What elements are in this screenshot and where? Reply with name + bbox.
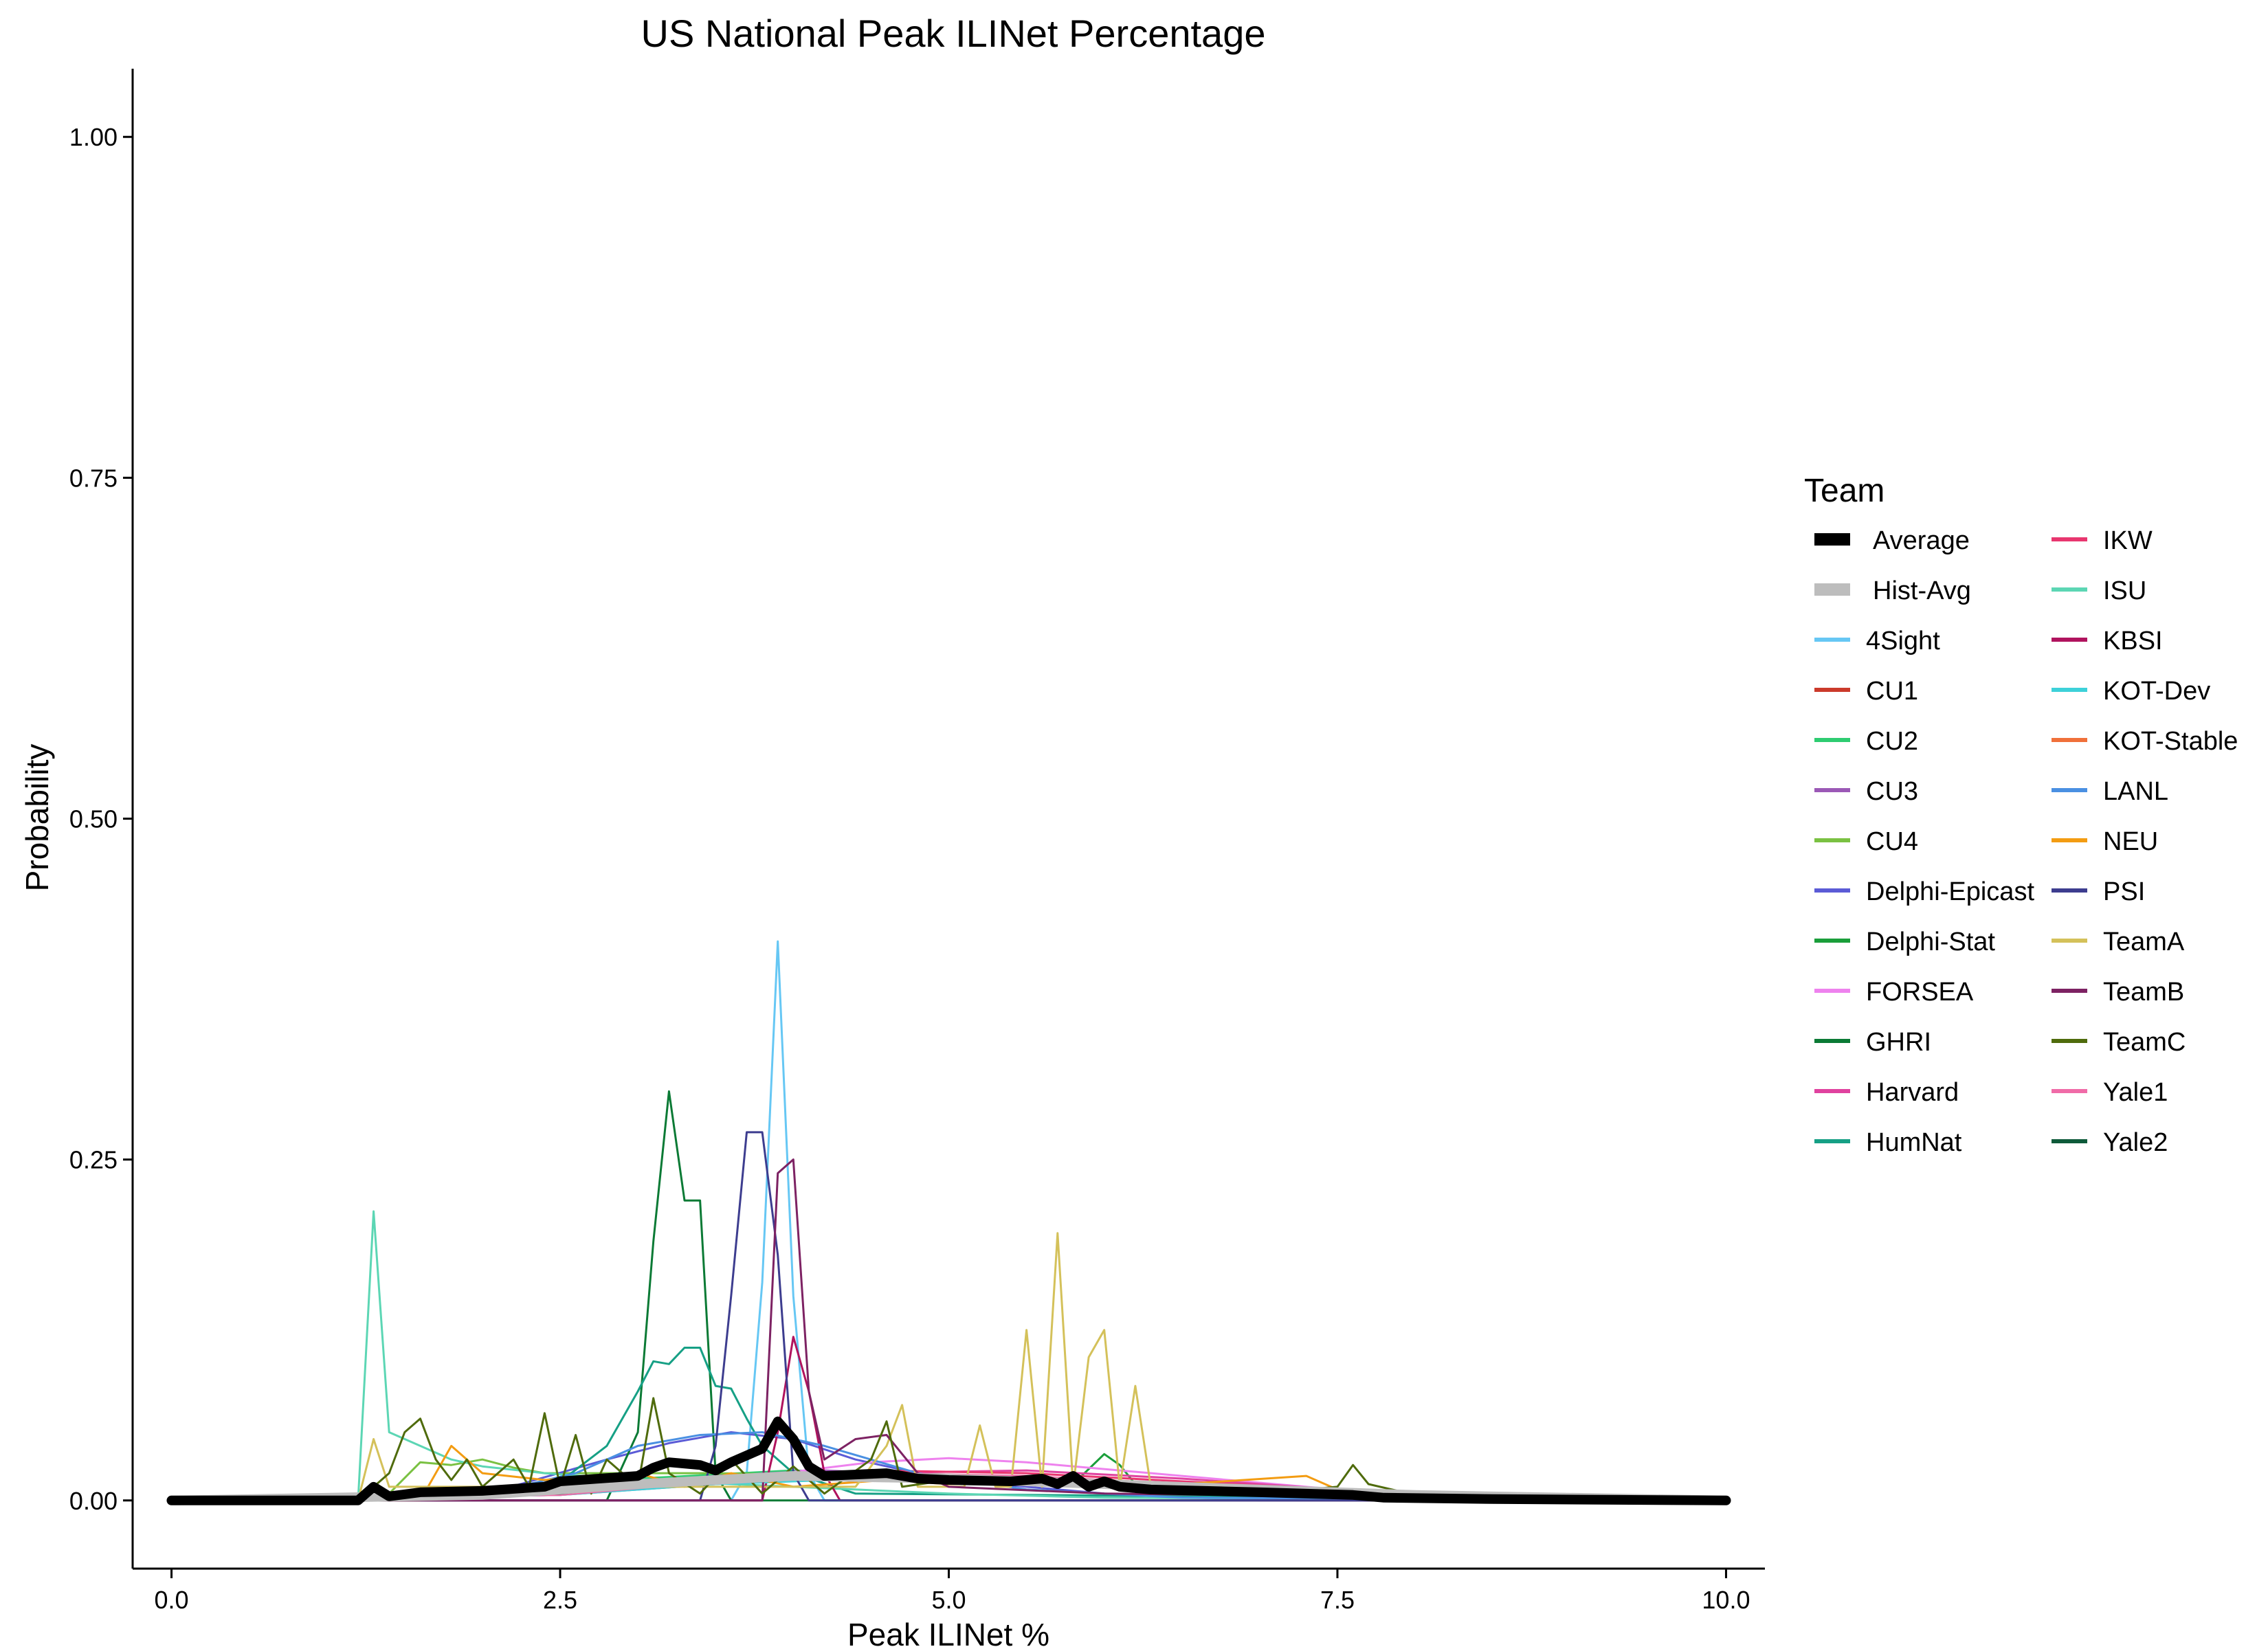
legend-label-ikw: IKW: [2103, 526, 2153, 555]
legend-label-hist-avg: Hist-Avg: [1873, 576, 1971, 605]
legend-label-ghri: GHRI: [1866, 1028, 1931, 1057]
chart-title: US National Peak ILINet Percentage: [641, 12, 1266, 55]
y-tick-label: 0.00: [69, 1487, 118, 1515]
x-tick-label: 7.5: [1320, 1586, 1355, 1614]
y-tick-label: 1.00: [69, 123, 118, 151]
legend-label-lanl: LANL: [2103, 777, 2168, 806]
y-ticks: 0.00 0.25 0.50 0.75 1.00: [69, 123, 133, 1515]
legend-label-cu2: CU2: [1866, 727, 1918, 756]
legend-label-average: Average: [1873, 526, 1970, 555]
legend-label-psi: PSI: [2103, 877, 2145, 906]
legend-label-teamc: TeamC: [2103, 1028, 2186, 1057]
series-line-4sight: [170, 940, 1727, 1502]
legend-label-neu: NEU: [2103, 827, 2158, 856]
x-tick-label: 0.0: [155, 1586, 189, 1614]
legend-label-kot-stable: KOT-Stable: [2103, 727, 2238, 756]
plot-lines: [166, 940, 1731, 1505]
series-line-average: [166, 1416, 1731, 1505]
legend-title: Team: [1804, 473, 1885, 509]
legend-label-cu1: CU1: [1866, 677, 1918, 706]
series-line-isu: [170, 1210, 1727, 1502]
y-tick-label: 0.50: [69, 805, 118, 833]
legend-label-cu4: CU4: [1866, 827, 1918, 856]
legend-label-isu: ISU: [2103, 576, 2146, 605]
series-line-psi: [170, 1131, 1727, 1502]
x-axis-title: Peak ILINet %: [847, 1617, 1049, 1649]
series-line-kbsi: [170, 1336, 1727, 1502]
legend-label-delphi-stat: Delphi-Stat: [1866, 928, 1995, 956]
x-ticks: 0.0 2.5 5.0 7.5 10.0: [155, 1569, 1750, 1614]
legend-label-yale1: Yale1: [2103, 1078, 2168, 1107]
series-line-teamb: [170, 1158, 1727, 1502]
y-tick-label: 0.75: [69, 464, 118, 492]
x-tick-label: 5.0: [931, 1586, 966, 1614]
legend-label-forsea: FORSEA: [1866, 978, 1974, 1007]
legend-label-cu3: CU3: [1866, 777, 1918, 806]
y-tick-label: 0.25: [69, 1146, 118, 1174]
legend-label-kbsi: KBSI: [2103, 627, 2163, 655]
series-line-humnat: [170, 1347, 1727, 1502]
legend: Team Average Hist-Avg 4Sight CU1 CU2 CU3 CU4 De…: [1804, 473, 2238, 1157]
legend-label-kot-dev: KOT-Dev: [2103, 677, 2210, 706]
series-line-teama: [170, 1232, 1727, 1502]
y-axis-title: Probability: [19, 744, 55, 892]
legend-label-teama: TeamA: [2103, 928, 2185, 956]
legend-label-delphi-epicast: Delphi-Epicast: [1866, 877, 2034, 906]
legend-label-4sight: 4Sight: [1866, 627, 1940, 655]
x-tick-label: 10.0: [1702, 1586, 1750, 1614]
legend-label-yale2: Yale2: [2103, 1128, 2168, 1157]
legend-label-humnat: HumNat: [1866, 1128, 1962, 1157]
legend-label-harvard: Harvard: [1866, 1078, 1959, 1107]
legend-label-teamb: TeamB: [2103, 978, 2184, 1007]
x-tick-label: 2.5: [543, 1586, 577, 1614]
